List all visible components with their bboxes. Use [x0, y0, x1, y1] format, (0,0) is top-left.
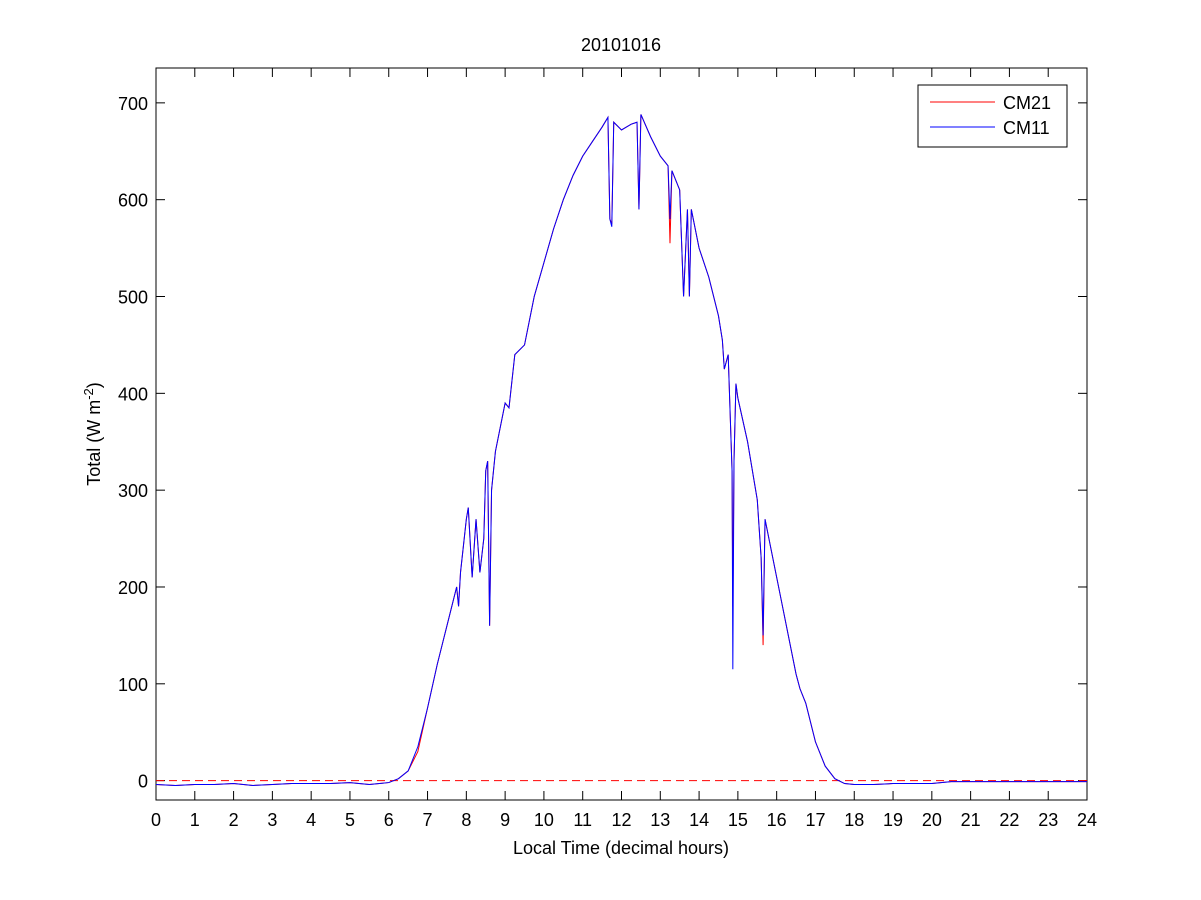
y-axis-label: Total (W m-2) [81, 382, 104, 486]
x-tick-label: 8 [461, 810, 471, 830]
x-tick-label: 16 [767, 810, 787, 830]
x-tick-label: 19 [883, 810, 903, 830]
y-tick-label: 300 [118, 481, 148, 501]
x-tick-label: 20 [922, 810, 942, 830]
x-tick-label: 24 [1077, 810, 1097, 830]
x-tick-label: 18 [844, 810, 864, 830]
y-tick-label: 700 [118, 94, 148, 114]
y-label-end: ) [84, 382, 104, 388]
legend-box [917, 84, 1068, 148]
y-tick-label: 100 [118, 675, 148, 695]
y-label-text: Total (W m [84, 400, 104, 486]
x-tick-label: 11 [573, 810, 592, 830]
chart-title: 20101016 [581, 35, 661, 55]
x-axis-label: Local Time (decimal hours) [513, 838, 729, 858]
y-tick-label: 500 [118, 288, 148, 308]
x-tick-label: 17 [805, 810, 825, 830]
x-tick-label: 6 [384, 810, 394, 830]
y-label-exponent: -2 [81, 388, 96, 400]
x-tick-label: 22 [999, 810, 1019, 830]
x-tick-label: 7 [423, 810, 433, 830]
x-tick-label: 12 [611, 810, 631, 830]
x-tick-label: 4 [306, 810, 316, 830]
x-tick-label: 10 [534, 810, 554, 830]
x-tick-label: 2 [229, 810, 239, 830]
series-line [155, 114, 1087, 786]
legend-label: CM21 [1003, 93, 1051, 113]
x-tick-label: 21 [961, 810, 981, 830]
y-tick-label: 400 [118, 384, 148, 404]
x-tick-label: 23 [1038, 810, 1058, 830]
x-tick-label: 3 [267, 810, 277, 830]
y-tick-label: 600 [118, 191, 148, 211]
x-tick-label: 9 [500, 810, 510, 830]
x-tick-label: 14 [689, 810, 709, 830]
x-tick-label: 5 [345, 810, 355, 830]
x-tick-label: 13 [650, 810, 670, 830]
legend-label: CM11 [1003, 118, 1050, 138]
y-tick-label: 200 [118, 578, 148, 598]
x-tick-label: 1 [190, 810, 200, 830]
x-tick-label: 15 [728, 810, 748, 830]
plot-frame [155, 67, 1088, 801]
y-tick-label: 0 [138, 772, 148, 792]
x-tick-label: 0 [151, 810, 161, 830]
